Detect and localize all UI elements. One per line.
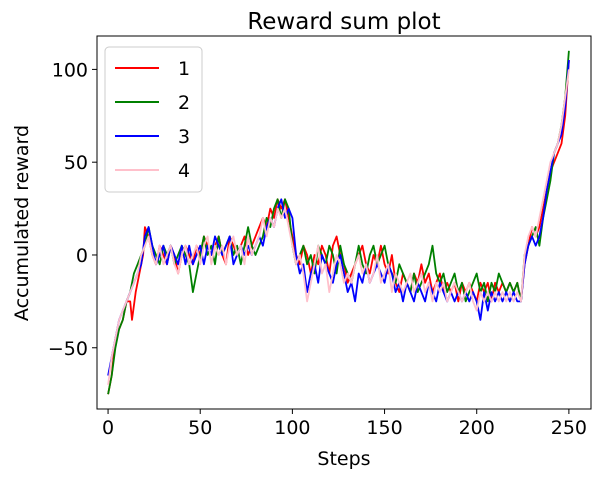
plot-frame [96,35,592,410]
legend-label-3: 3 [178,126,190,148]
legend-label-2: 2 [178,92,190,114]
x-tick-label: 50 [188,417,212,439]
x-tick-label: 200 [459,417,495,439]
chart-title: Reward sum plot [247,9,440,35]
y-axis-label: Accumulated reward [11,125,33,321]
legend-label-4: 4 [178,160,190,182]
series-lines [107,50,570,395]
y-axis-ticks: −50 0 50 100 [48,59,97,360]
y-tick-label: 100 [52,59,88,81]
y-tick-label: −50 [48,338,88,360]
y-tick-label: 50 [64,152,88,174]
x-axis-ticks: 0 50 100 150 200 250 [102,409,587,439]
series-line-4 [107,69,570,386]
x-tick-label: 100 [274,417,310,439]
x-tick-label: 250 [551,417,587,439]
x-tick-label: 150 [366,417,402,439]
x-axis-label: Steps [317,448,370,470]
legend-box [104,46,203,193]
x-tick-label: 0 [102,417,114,439]
legend: 1 2 3 4 [104,46,203,193]
legend-label-1: 1 [178,58,190,80]
y-tick-label: 0 [76,245,88,267]
